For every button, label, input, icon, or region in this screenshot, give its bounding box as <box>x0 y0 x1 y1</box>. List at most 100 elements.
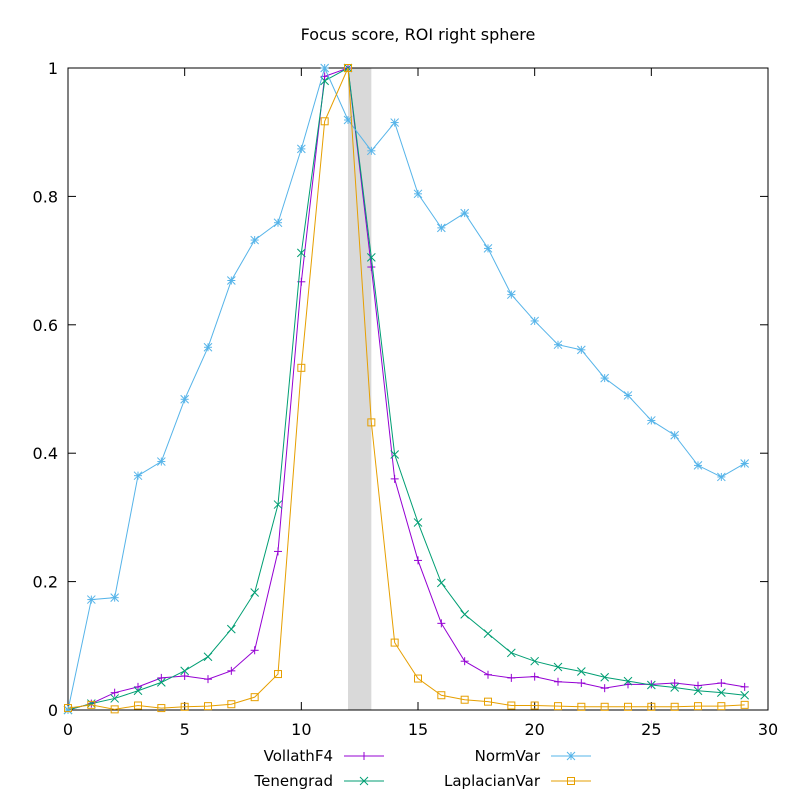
data-point <box>134 682 142 691</box>
legend: VollathF4 Tenengrad NormVar LaplacianVar <box>254 747 591 790</box>
data-point <box>740 682 749 691</box>
plot-frame <box>67 67 769 711</box>
data-point <box>506 290 516 299</box>
series-line <box>67 66 745 711</box>
data-point <box>460 208 470 218</box>
series-tenengrad <box>63 63 750 715</box>
series-vollathf4 <box>64 64 749 714</box>
data-point <box>203 342 213 352</box>
data-point <box>670 702 679 711</box>
data-point <box>110 593 120 603</box>
data-point <box>670 683 680 692</box>
data-point <box>204 702 212 711</box>
highlight-band-layer <box>348 68 372 710</box>
data-point <box>460 695 469 704</box>
data-point <box>226 276 236 285</box>
axis-ticks: 0 5 10 15 20 25 30 0 0.2 0.4 0.6 0.8 1 <box>33 59 779 739</box>
data-point <box>483 629 493 638</box>
data-point <box>343 115 353 125</box>
data-point <box>484 670 492 679</box>
series-line <box>67 67 745 711</box>
data-point <box>600 373 610 383</box>
data-point <box>296 248 306 258</box>
data-point <box>366 253 376 262</box>
data-point <box>414 674 422 683</box>
data-point <box>320 63 330 73</box>
data-point <box>717 679 726 688</box>
legend-label: VollathF4 <box>264 747 333 765</box>
legend-label: Tenengrad <box>254 772 334 790</box>
data-point <box>507 673 516 682</box>
x-tick-label: 30 <box>758 720 778 739</box>
data-point <box>554 677 562 686</box>
data-point <box>274 547 282 556</box>
data-point <box>133 471 143 481</box>
data-point <box>437 691 446 700</box>
data-point <box>367 263 376 272</box>
data-point <box>390 118 400 127</box>
x-tick-label: 0 <box>63 720 73 739</box>
x-tick-label: 15 <box>408 720 428 739</box>
data-point <box>297 363 306 372</box>
data-point <box>506 648 516 658</box>
data-point <box>600 684 609 693</box>
data-point <box>577 679 586 688</box>
y-tick-label: 1 <box>48 59 58 78</box>
legend-marker <box>567 777 575 785</box>
data-point <box>717 702 726 711</box>
data-point <box>716 688 726 698</box>
legend-marker <box>360 752 368 760</box>
data-point <box>693 686 703 696</box>
data-point <box>110 694 120 703</box>
series-layer <box>63 63 750 715</box>
data-point <box>296 144 306 154</box>
data-point <box>250 693 259 702</box>
data-point <box>86 595 96 604</box>
data-point <box>436 578 446 588</box>
data-point <box>670 679 679 688</box>
legend-entry: VollathF4 <box>264 747 384 765</box>
data-point <box>390 474 399 483</box>
data-point <box>157 704 166 713</box>
data-point <box>576 667 586 676</box>
data-point <box>110 688 119 697</box>
data-point <box>483 244 493 253</box>
data-point <box>460 657 469 666</box>
data-point <box>413 518 423 527</box>
data-point <box>623 676 633 686</box>
y-tick-label: 0.8 <box>33 187 58 206</box>
data-point <box>366 146 376 156</box>
data-point <box>414 556 422 565</box>
data-point <box>390 450 400 459</box>
data-point <box>367 418 376 427</box>
data-point <box>250 588 260 597</box>
data-point <box>87 700 96 709</box>
data-point <box>227 700 236 709</box>
data-point <box>156 457 166 466</box>
data-point <box>436 223 446 233</box>
data-point <box>600 672 610 682</box>
data-point <box>110 705 119 714</box>
data-point <box>344 64 352 72</box>
data-point <box>204 675 212 684</box>
series-line <box>67 67 745 711</box>
data-point <box>226 624 236 634</box>
data-point <box>530 656 540 666</box>
data-point <box>646 680 656 690</box>
data-point <box>623 391 633 400</box>
data-point <box>646 416 656 425</box>
data-point <box>600 702 609 711</box>
data-point <box>320 117 329 126</box>
data-point <box>577 702 586 711</box>
series-normvar <box>63 63 750 715</box>
data-point <box>203 652 213 662</box>
x-tick-label: 20 <box>524 720 544 739</box>
data-point <box>507 701 516 710</box>
data-point <box>64 704 72 713</box>
data-point <box>273 500 283 509</box>
series-line <box>67 67 745 710</box>
y-tick-label: 0 <box>48 701 58 720</box>
data-point <box>156 678 166 687</box>
data-point <box>530 672 539 681</box>
